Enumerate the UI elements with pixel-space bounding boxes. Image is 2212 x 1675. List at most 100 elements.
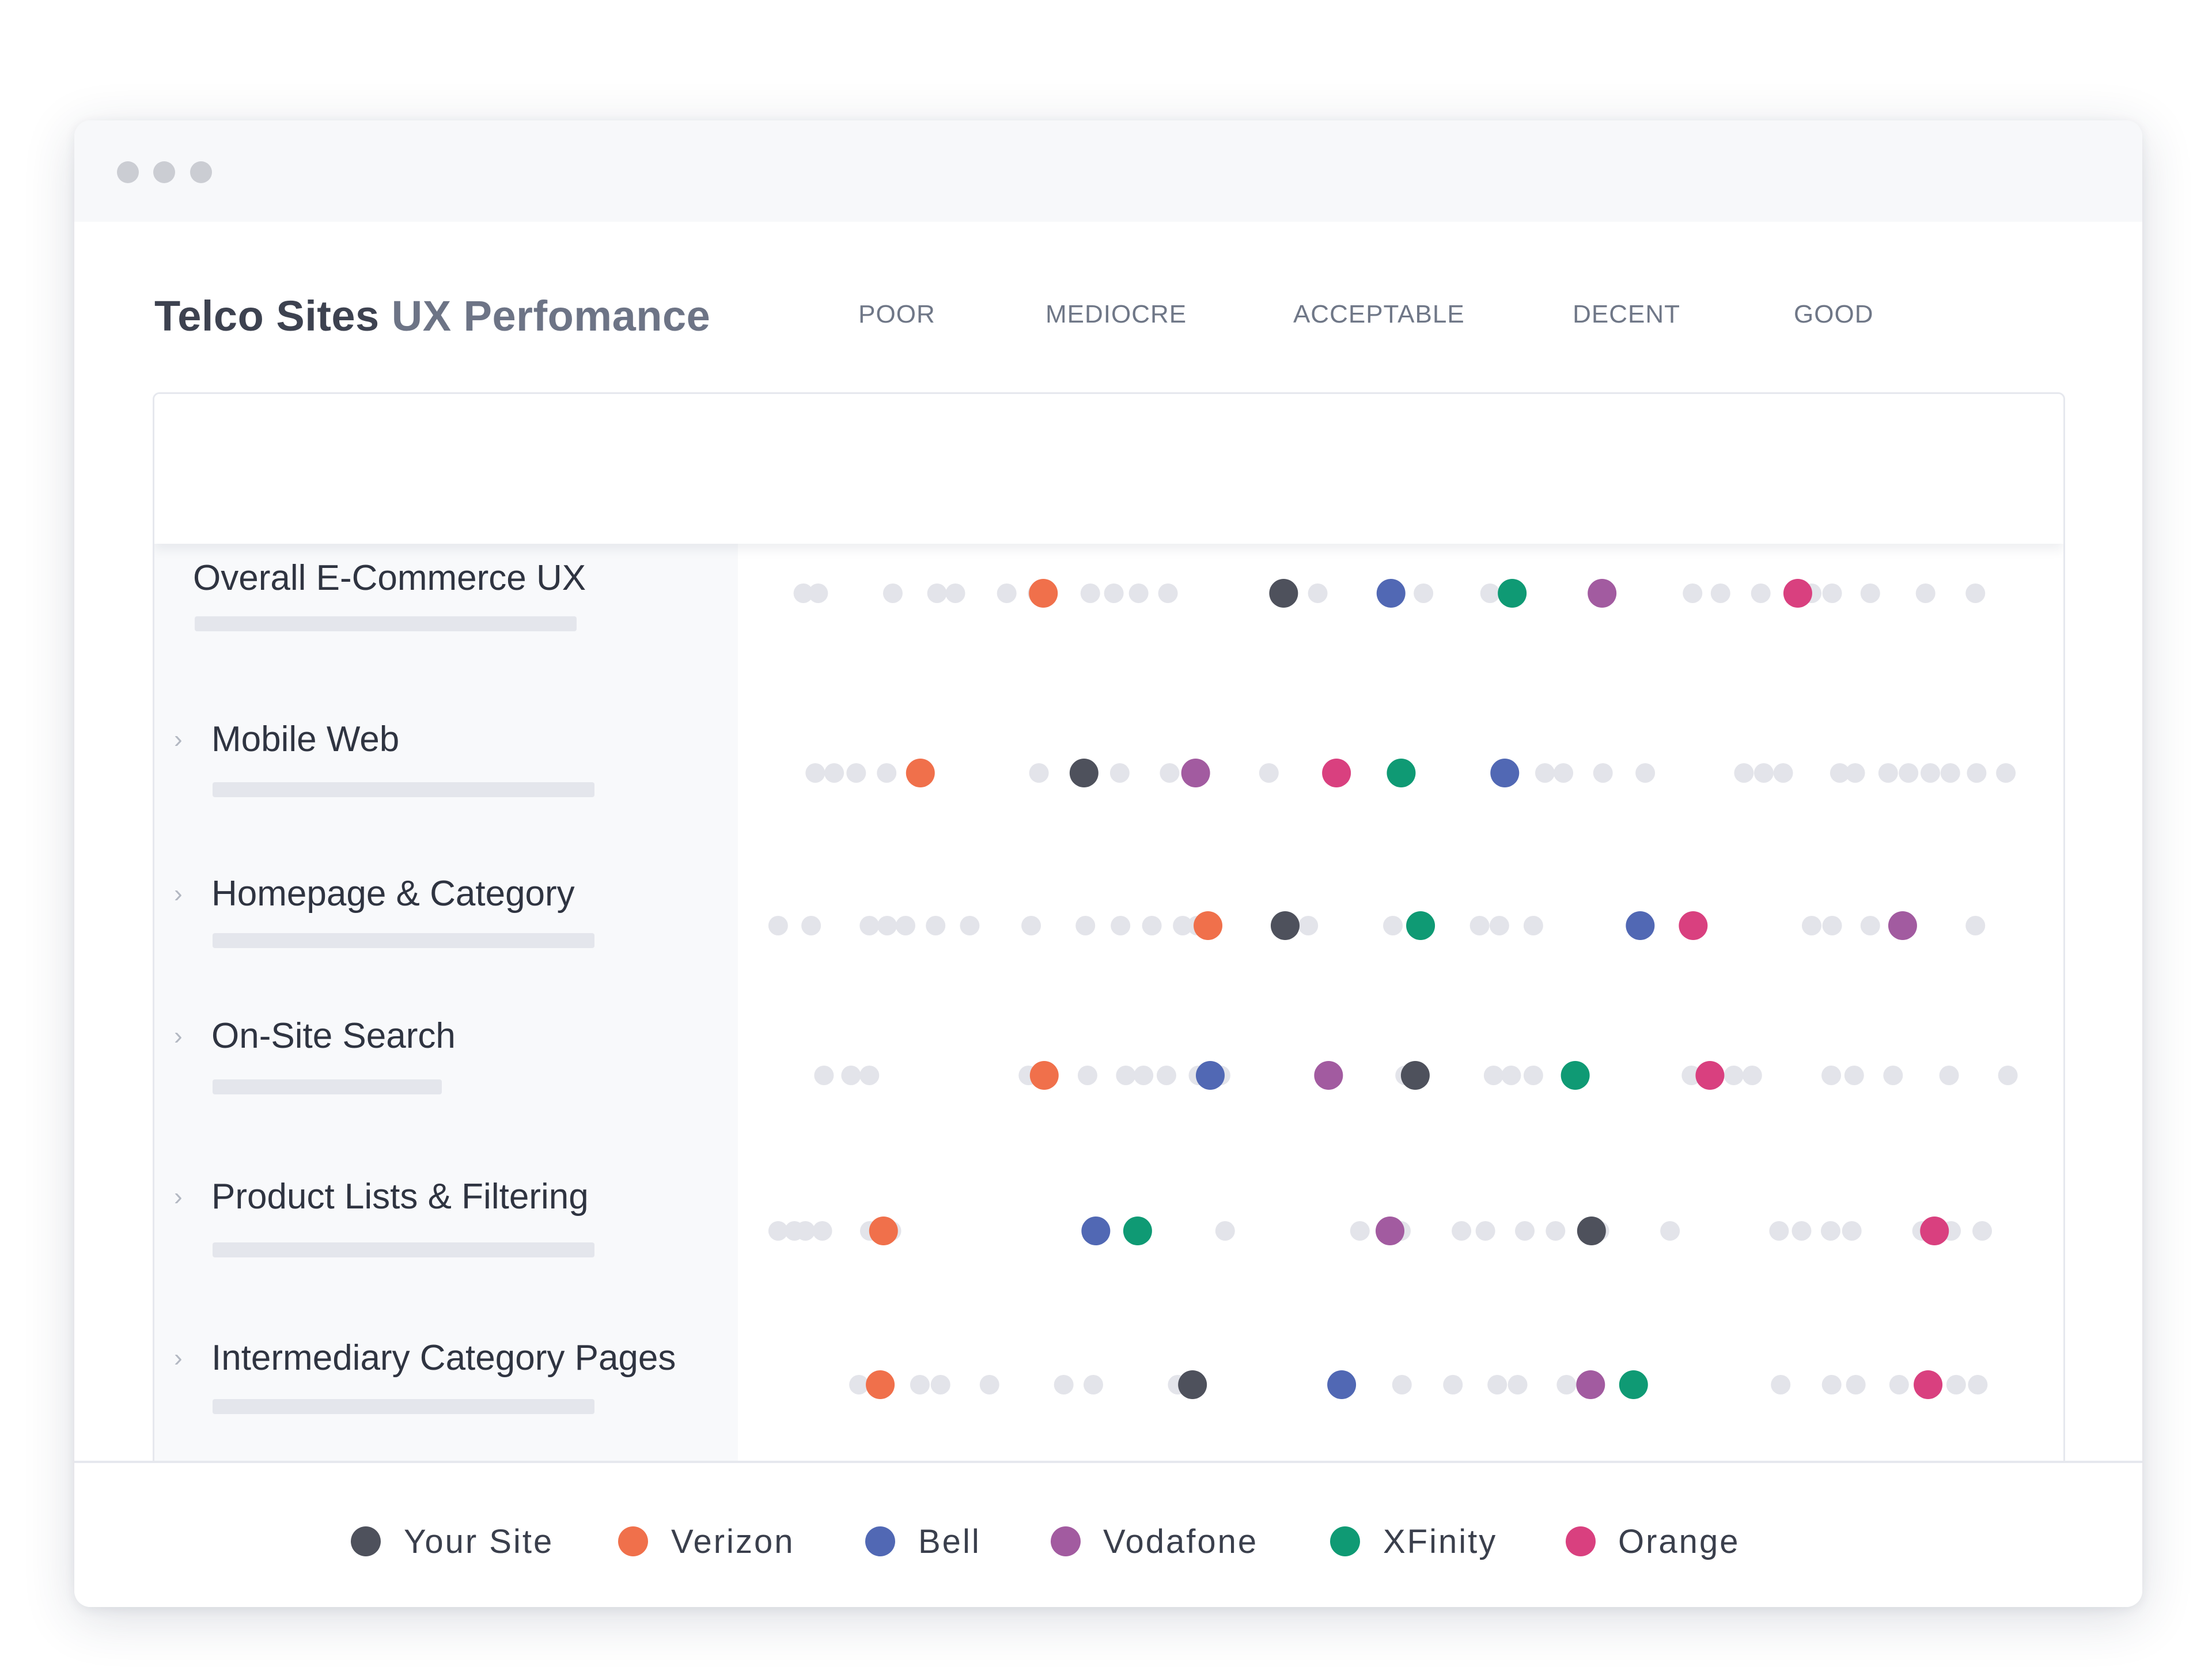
dot-xfinity[interactable] (1560, 1061, 1590, 1090)
expand-chevron-icon[interactable]: › (174, 1344, 183, 1372)
legend-label-xfinity[interactable]: XFinity (1383, 1523, 1498, 1560)
background-site-dot (1508, 1375, 1528, 1394)
background-site-dot (805, 763, 825, 783)
dot-bell[interactable] (1195, 1061, 1225, 1090)
dot-xfinity[interactable] (1406, 911, 1435, 940)
scale-label-decent: DECENT (1573, 300, 1681, 328)
background-site-dot (1967, 763, 1987, 783)
window-close-control[interactable] (117, 161, 139, 183)
background-site-dot (1769, 1221, 1789, 1241)
scale-label-poor: POOR (858, 300, 935, 328)
dot-xfinity[interactable] (1619, 1370, 1648, 1399)
dot-your-site[interactable] (1400, 1061, 1430, 1090)
dot-your-site[interactable] (1269, 579, 1298, 608)
dot-vodafone[interactable] (1375, 1217, 1404, 1245)
background-site-dot (1134, 1066, 1154, 1085)
dot-bell[interactable] (1327, 1370, 1357, 1399)
window-maximize-control[interactable] (190, 161, 212, 183)
dot-orange[interactable] (1679, 911, 1708, 940)
background-site-dot (1801, 916, 1821, 935)
background-site-dot (1475, 1221, 1495, 1241)
dot-xfinity[interactable] (1498, 579, 1527, 608)
dot-bell[interactable] (1626, 911, 1655, 940)
category-label-product-lists-filtering[interactable]: Product Lists & Filtering (211, 1177, 589, 1217)
background-site-dot (859, 1066, 880, 1085)
dot-vodafone[interactable] (1888, 911, 1917, 940)
dot-vodafone[interactable] (1181, 759, 1210, 787)
expand-chevron-icon[interactable]: › (174, 1183, 183, 1211)
legend-dot-verizon (618, 1526, 648, 1556)
background-site-dot (1860, 583, 1880, 603)
dot-your-site[interactable] (1270, 911, 1300, 940)
legend-label-bell[interactable]: Bell (918, 1523, 981, 1560)
background-site-dot (1860, 916, 1880, 935)
legend-dot-your_site (351, 1526, 381, 1556)
window-minimize-control[interactable] (153, 161, 175, 183)
category-score-bar (213, 1242, 594, 1257)
legend-label-your_site[interactable]: Your Site (404, 1523, 554, 1560)
background-site-dot (1116, 1066, 1136, 1085)
background-site-dot (1077, 1066, 1097, 1085)
dot-verizon[interactable] (906, 759, 935, 787)
background-site-dot (1846, 1375, 1866, 1394)
dot-your-site[interactable] (1069, 759, 1099, 787)
dot-vodafone[interactable] (1588, 579, 1617, 608)
background-site-dot (1724, 1066, 1744, 1085)
background-site-dot (808, 583, 828, 603)
dot-bell[interactable] (1376, 579, 1406, 608)
dot-orange[interactable] (1322, 759, 1351, 787)
legend-label-orange[interactable]: Orange (1618, 1523, 1740, 1560)
background-site-dot (1259, 763, 1279, 783)
legend-dot-bell (865, 1526, 895, 1556)
scale-label-acceptable: ACCEPTABLE (1293, 300, 1465, 328)
background-site-dot (1487, 1375, 1508, 1394)
background-site-dot (1054, 1375, 1074, 1394)
background-site-dot (1820, 1221, 1840, 1241)
category-label-intermediary-category-pages[interactable]: Intermediary Category Pages (211, 1338, 676, 1378)
background-site-dot (1821, 1066, 1842, 1085)
category-label-mobile-web[interactable]: Mobile Web (211, 719, 400, 759)
background-site-dot (1822, 583, 1842, 603)
dot-xfinity[interactable] (1387, 759, 1416, 787)
category-label-on-site-search[interactable]: On-Site Search (211, 1016, 456, 1056)
category-score-bar (195, 616, 577, 631)
background-site-dot (812, 1221, 832, 1241)
background-site-dot (1483, 1066, 1503, 1085)
category-label-homepage-category[interactable]: Homepage & Category (211, 874, 575, 914)
background-site-dot (1751, 583, 1771, 603)
background-site-dot (1844, 1066, 1864, 1085)
dot-verizon[interactable] (866, 1370, 895, 1399)
background-site-dot (1889, 1375, 1909, 1394)
background-site-dot (814, 1066, 834, 1085)
dot-bell[interactable] (1490, 759, 1520, 787)
dot-vodafone[interactable] (1314, 1061, 1343, 1090)
legend-dot-xfinity (1330, 1526, 1360, 1556)
expand-chevron-icon[interactable]: › (174, 725, 183, 753)
dot-verizon[interactable] (1029, 1061, 1059, 1090)
dot-orange[interactable] (1695, 1061, 1725, 1090)
dot-orange[interactable] (1783, 579, 1812, 608)
dot-bell[interactable] (1081, 1217, 1111, 1245)
background-site-dot (1142, 916, 1162, 935)
background-site-dot (1556, 1375, 1577, 1394)
expand-chevron-icon[interactable]: › (174, 1022, 183, 1050)
dot-orange[interactable] (1920, 1217, 1949, 1245)
background-site-dot (1160, 763, 1180, 783)
dot-vodafone[interactable] (1576, 1370, 1605, 1399)
dot-your-site[interactable] (1577, 1217, 1606, 1245)
background-site-dot (1104, 583, 1124, 603)
dot-xfinity[interactable] (1123, 1217, 1152, 1245)
dot-verizon[interactable] (1029, 579, 1058, 608)
background-site-dot (877, 916, 897, 935)
background-site-dot (1753, 763, 1774, 783)
dot-verizon[interactable] (1194, 911, 1223, 940)
background-site-dot (1111, 916, 1131, 935)
legend-label-vodafone[interactable]: Vodafone (1103, 1523, 1259, 1560)
expand-chevron-icon[interactable]: › (174, 880, 183, 908)
background-site-dot (1965, 916, 1986, 935)
dot-verizon[interactable] (869, 1217, 898, 1245)
background-site-dot (1075, 916, 1096, 935)
dot-orange[interactable] (1914, 1370, 1943, 1399)
legend-label-verizon[interactable]: Verizon (671, 1523, 795, 1560)
dot-your-site[interactable] (1178, 1370, 1207, 1399)
